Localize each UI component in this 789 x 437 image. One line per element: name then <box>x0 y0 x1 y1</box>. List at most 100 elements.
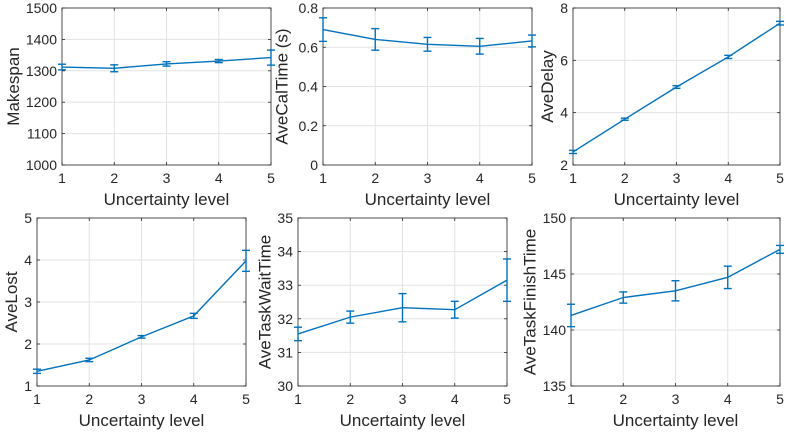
x-tick-label: 5 <box>267 170 275 186</box>
y-tick-label: 145 <box>543 266 567 282</box>
error-bar <box>189 312 198 320</box>
error-bar <box>423 36 432 52</box>
error-bar <box>58 63 66 71</box>
error-bar <box>567 303 575 328</box>
y-tick-label: 8 <box>560 0 568 16</box>
error-bar <box>724 54 733 60</box>
y-tick-label: 35 <box>277 210 293 226</box>
x-tick-label: 3 <box>673 170 681 186</box>
y-tick-label: 5 <box>24 210 32 226</box>
error-bar <box>294 326 302 342</box>
error-bar <box>450 300 459 319</box>
y-tick-label: 0 <box>310 157 318 173</box>
error-bar <box>137 334 146 339</box>
x-tick-label: 5 <box>503 391 511 407</box>
x-tick-label: 1 <box>319 170 327 186</box>
error-bar <box>371 27 380 51</box>
y-tick-label: 30 <box>277 378 293 394</box>
y-axis-label: AveCalTime (s) <box>273 28 292 144</box>
y-tick-label: 2 <box>560 157 568 173</box>
x-tick-label: 5 <box>776 170 784 186</box>
x-axis-label: Uncertainty level <box>340 411 466 430</box>
error-bar <box>162 60 171 67</box>
x-tick-label: 3 <box>424 170 432 186</box>
x-tick-label: 4 <box>724 170 732 186</box>
y-tick-label: 1500 <box>26 0 57 16</box>
error-bar <box>776 20 784 26</box>
x-axis-label: Uncertainty level <box>614 190 740 209</box>
y-tick-label: 1000 <box>26 157 57 173</box>
error-bar <box>398 292 407 323</box>
y-tick-label: 150 <box>543 210 567 226</box>
error-bar <box>672 85 681 90</box>
x-tick-label: 2 <box>346 391 354 407</box>
chart-panel-6: 1 2 3 4 5 135 140 145 150 Uncertainty level AveTas… <box>521 210 785 430</box>
error-bar <box>319 17 327 43</box>
x-tick-label: 5 <box>776 391 784 407</box>
x-tick-label: 5 <box>242 391 250 407</box>
y-tick-label: 0.2 <box>299 118 319 134</box>
y-tick-label: 34 <box>277 244 293 260</box>
x-tick-label: 3 <box>672 391 680 407</box>
error-bar <box>33 368 41 375</box>
y-axis-label: AveLost <box>2 271 21 332</box>
y-tick-label: 33 <box>277 277 293 293</box>
y-tick-label: 0.4 <box>299 79 319 95</box>
y-tick-label: 1400 <box>26 31 57 47</box>
x-tick-label: 1 <box>33 391 41 407</box>
error-bar <box>620 117 629 121</box>
error-bar <box>723 265 732 290</box>
x-tick-label: 1 <box>294 391 302 407</box>
x-tick-label: 5 <box>528 170 536 186</box>
error-bar <box>85 357 94 363</box>
y-tick-label: 1300 <box>26 63 57 79</box>
y-tick-label: 0.6 <box>299 39 319 55</box>
chart-panel-1: 1 2 3 4 5 1000 1100 1200 1300 1400 1500 Uncertainty… <box>4 0 275 209</box>
error-bar <box>528 34 536 48</box>
error-bar <box>503 258 511 303</box>
error-bar <box>475 37 484 55</box>
error-bar <box>267 49 275 66</box>
x-axis-label: Uncertainty level <box>613 411 739 430</box>
x-axis-label: Uncertainty level <box>104 190 230 209</box>
x-tick-label: 4 <box>724 391 732 407</box>
x-tick-label: 3 <box>138 391 146 407</box>
x-tick-label: 1 <box>58 170 66 186</box>
y-tick-label: 32 <box>277 311 293 327</box>
error-bar <box>569 149 577 155</box>
x-axis-label: Uncertainty level <box>365 190 491 209</box>
x-tick-label: 1 <box>567 391 575 407</box>
x-tick-label: 4 <box>215 170 223 186</box>
x-tick-label: 1 <box>569 170 577 186</box>
y-axis-label: Makespan <box>4 47 23 125</box>
y-tick-label: 3 <box>24 294 32 310</box>
x-tick-label: 3 <box>163 170 171 186</box>
chart-panel-4: 1 2 3 4 5 1 2 3 4 5 Uncertainty level AveLost <box>2 210 250 430</box>
y-tick-label: 0.8 <box>299 0 319 16</box>
y-tick-label: 31 <box>277 344 293 360</box>
y-tick-label: 2 <box>24 336 32 352</box>
error-bar <box>346 310 355 324</box>
y-tick-label: 135 <box>543 378 567 394</box>
error-bar <box>619 291 628 304</box>
x-tick-label: 4 <box>451 391 459 407</box>
y-tick-label: 1100 <box>27 126 57 142</box>
x-tick-label: 2 <box>85 391 93 407</box>
x-tick-label: 2 <box>110 170 118 186</box>
y-axis-label: AveDelay <box>538 50 557 123</box>
y-tick-label: 4 <box>560 105 568 121</box>
y-tick-label: 4 <box>24 252 32 268</box>
x-axis-label: Uncertainty level <box>79 411 205 430</box>
x-tick-label: 2 <box>621 170 629 186</box>
x-tick-label: 2 <box>619 391 627 407</box>
error-bar <box>214 58 223 64</box>
y-axis-label: AveTaskWaitTime <box>255 235 274 369</box>
error-bar <box>242 249 250 273</box>
x-tick-label: 2 <box>371 170 379 186</box>
y-tick-label: 6 <box>560 52 568 68</box>
chart-panel-2: 1 2 3 4 5 0 0.2 0.4 0.6 0.8 Uncertainty level AveCa… <box>273 0 537 209</box>
x-tick-label: 4 <box>476 170 484 186</box>
